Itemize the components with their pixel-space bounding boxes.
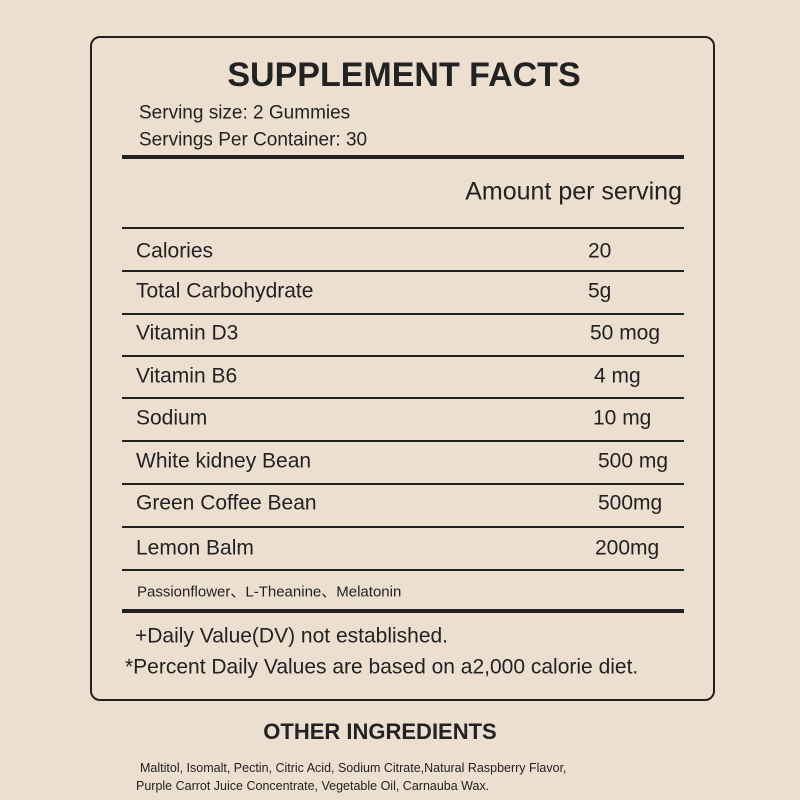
rule	[122, 483, 684, 485]
nutrient-amount: 500 mg	[598, 449, 669, 473]
nutrient-amount: 5g	[588, 279, 612, 303]
nutrient-name: Calories	[136, 239, 214, 263]
nutrient-amount: 200mg	[595, 536, 660, 560]
rule	[122, 270, 684, 272]
rule	[122, 397, 684, 399]
nutrient-name: Vitamin B6	[136, 364, 238, 388]
nutrient-amount: 10 mg	[593, 406, 652, 430]
serving-size: Serving size: 2 Gummies	[139, 102, 351, 124]
nutrient-amount: 500mg	[598, 491, 663, 515]
ingredients-line: Maltitol, Isomalt, Pectin, Citric Acid, …	[140, 760, 567, 775]
facts-panel	[90, 36, 715, 701]
note: *Percent Daily Values are based on a2,00…	[125, 655, 639, 679]
nutrient-name: Sodium	[136, 406, 208, 430]
thick-rule	[122, 609, 684, 613]
rule	[122, 526, 684, 528]
nutrient-amount: 20	[588, 239, 612, 263]
nutrient-name: White kidney Bean	[136, 449, 312, 473]
title: SUPPLEMENT FACTS	[227, 56, 581, 94]
rule	[122, 440, 684, 442]
ingredients-title: OTHER INGREDIENTS	[263, 719, 497, 744]
thick-rule	[122, 155, 684, 159]
rule	[122, 355, 684, 357]
rule	[122, 227, 684, 229]
amount-header: Amount per serving	[465, 177, 682, 206]
nutrient-name: Vitamin D3	[136, 321, 239, 345]
rule	[122, 569, 684, 571]
rule	[122, 313, 684, 315]
nutrient-amount: 50 mog	[590, 321, 661, 345]
nutrient-name: Total Carbohydrate	[136, 279, 314, 303]
nutrient-amount: 4 mg	[594, 364, 641, 388]
servings-per-container: Servings Per Container: 30	[139, 129, 368, 151]
ingredients-line: Purple Carrot Juice Concentrate, Vegetab…	[136, 778, 490, 793]
blend: Passionflower、L-Theanine、Melatonin	[137, 583, 402, 601]
nutrient-name: Lemon Balm	[136, 536, 254, 560]
nutrient-name: Green Coffee Bean	[136, 491, 317, 515]
note: +Daily Value(DV) not established.	[135, 624, 449, 648]
